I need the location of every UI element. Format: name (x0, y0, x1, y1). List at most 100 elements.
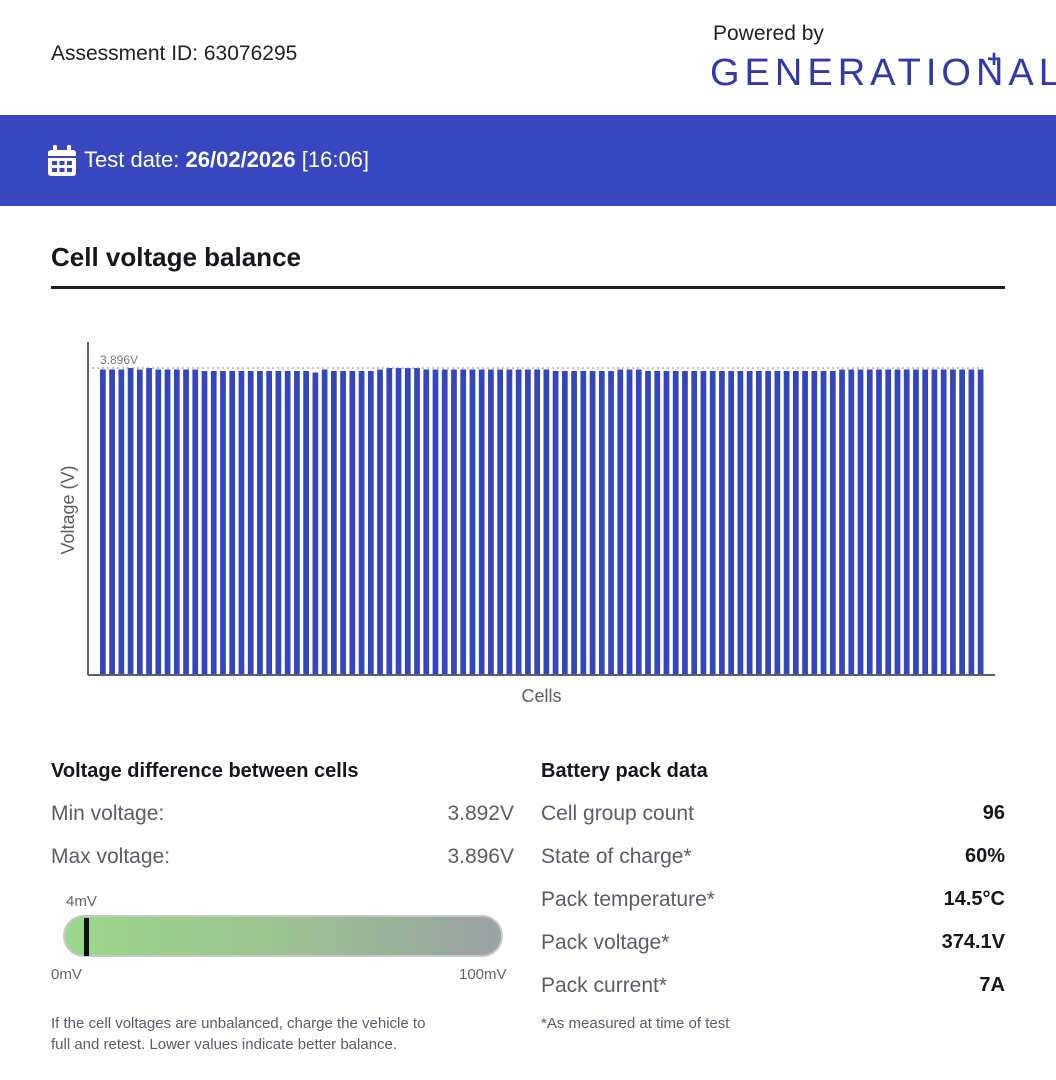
chart-bar (645, 371, 651, 674)
min-voltage-label: Min voltage: (51, 802, 165, 825)
y-axis-label: Voltage (V) (58, 465, 78, 554)
gauge-current-label: 4mV (66, 893, 97, 910)
chart-bar (811, 371, 818, 674)
section-divider (51, 286, 1005, 289)
chart-bar (109, 369, 115, 674)
gauge-marker (84, 918, 89, 956)
chart-bar (247, 371, 254, 674)
chart-bar (164, 369, 171, 674)
chart-bar (959, 369, 966, 674)
chart-bar (885, 369, 892, 674)
chart-bar (876, 369, 882, 674)
max-voltage-label: Max voltage: (51, 845, 171, 868)
chart-bar (330, 371, 337, 674)
max-voltage-value: 3.896V (447, 845, 514, 868)
chart-bar (922, 369, 929, 674)
chart-bar (709, 371, 716, 674)
chart-bar (691, 371, 698, 674)
section-title: Cell voltage balance (51, 242, 301, 272)
chart-bar (977, 369, 984, 674)
chart-bar (663, 371, 670, 674)
pack-row-label: Cell group count (541, 802, 694, 825)
chart-bar (192, 369, 199, 674)
test-date-bar (0, 115, 1056, 206)
chart-bar (506, 369, 513, 674)
chart-bar (820, 371, 827, 674)
gauge-min-label: 0mV (51, 966, 82, 983)
chart-bar (488, 369, 494, 674)
chart-bar (173, 369, 180, 674)
pack-row-label: State of charge* (541, 845, 692, 868)
chart-bar (127, 368, 134, 674)
chart-bar (377, 369, 383, 674)
chart-bar (728, 371, 735, 674)
chart-bar (829, 371, 836, 674)
chart-bar (746, 371, 753, 674)
chart-bar (802, 371, 808, 674)
chart-bar (497, 369, 504, 674)
chart-bar (275, 371, 282, 674)
min-voltage-value: 3.892V (447, 802, 514, 825)
chart-bar (525, 369, 531, 674)
chart-bar (386, 368, 393, 674)
powered-by-label: Powered by (713, 22, 824, 45)
chart-bar (312, 372, 319, 674)
chart-bar (201, 371, 208, 674)
max-voltage-label: 3.896V (100, 353, 138, 367)
chart-bar (543, 369, 550, 674)
test-time-value: [16:06] (301, 147, 370, 172)
chart-bar (451, 369, 457, 674)
chart-bar (534, 369, 540, 674)
chart-bar (737, 371, 744, 674)
chart-bar (515, 369, 522, 674)
pack-row-value: 7A (979, 974, 1005, 996)
chart-bar (414, 368, 420, 674)
chart-bar (848, 369, 855, 674)
brand-logo-plus: + (987, 46, 1002, 73)
chart-bar (719, 371, 725, 674)
test-date-label: Test date: (84, 147, 180, 172)
chart-bar (580, 371, 587, 674)
pack-row-value: 60% (964, 845, 1005, 867)
balance-note-line-1: If the cell voltages are unbalanced, cha… (51, 1015, 426, 1032)
chart-bar (100, 369, 106, 674)
pack-row-label: Pack voltage* (541, 931, 670, 954)
cell-voltage-chart: 3.896V Voltage (V) Cells (58, 342, 995, 706)
chart-bar (700, 371, 707, 674)
chart-bar (478, 369, 485, 674)
chart-bar (783, 371, 790, 674)
chart-bar (608, 371, 614, 674)
chart-bar (839, 369, 845, 674)
chart-bar (968, 369, 975, 674)
chart-bar (617, 369, 624, 674)
chart-bar (395, 368, 402, 674)
balance-note: If the cell voltages are unbalanced, cha… (51, 1013, 521, 1055)
chart-bar (931, 369, 938, 674)
chart-bar (589, 371, 596, 674)
chart-bar (266, 371, 273, 674)
chart-bar (340, 371, 346, 674)
chart-bar (321, 369, 328, 674)
brand-logo: GENERATIONAL (710, 52, 1056, 94)
chart-bar (229, 371, 236, 674)
chart-bar (460, 369, 467, 674)
chart-bar (552, 371, 559, 674)
chart-bar (432, 369, 439, 674)
chart-bar (303, 371, 309, 674)
chart-bar (349, 371, 356, 674)
pack-row-label: Pack temperature* (541, 888, 715, 911)
chart-bar (441, 369, 448, 674)
report-header: Assessment ID: 63076295 Powered by GENER… (0, 0, 1056, 115)
chart-bar (682, 371, 688, 674)
chart-bar (210, 371, 217, 674)
chart-bar (894, 369, 901, 674)
balance-note-line-2: full and retest. Lower values indicate b… (51, 1036, 398, 1053)
voltage-difference-gauge (63, 915, 503, 957)
chart-bar (765, 371, 771, 674)
chart-bar (136, 369, 143, 674)
chart-bar (654, 371, 661, 674)
chart-bar (294, 371, 300, 674)
chart-bar (857, 369, 864, 674)
chart-bar (571, 371, 577, 674)
chart-bar (774, 371, 781, 674)
